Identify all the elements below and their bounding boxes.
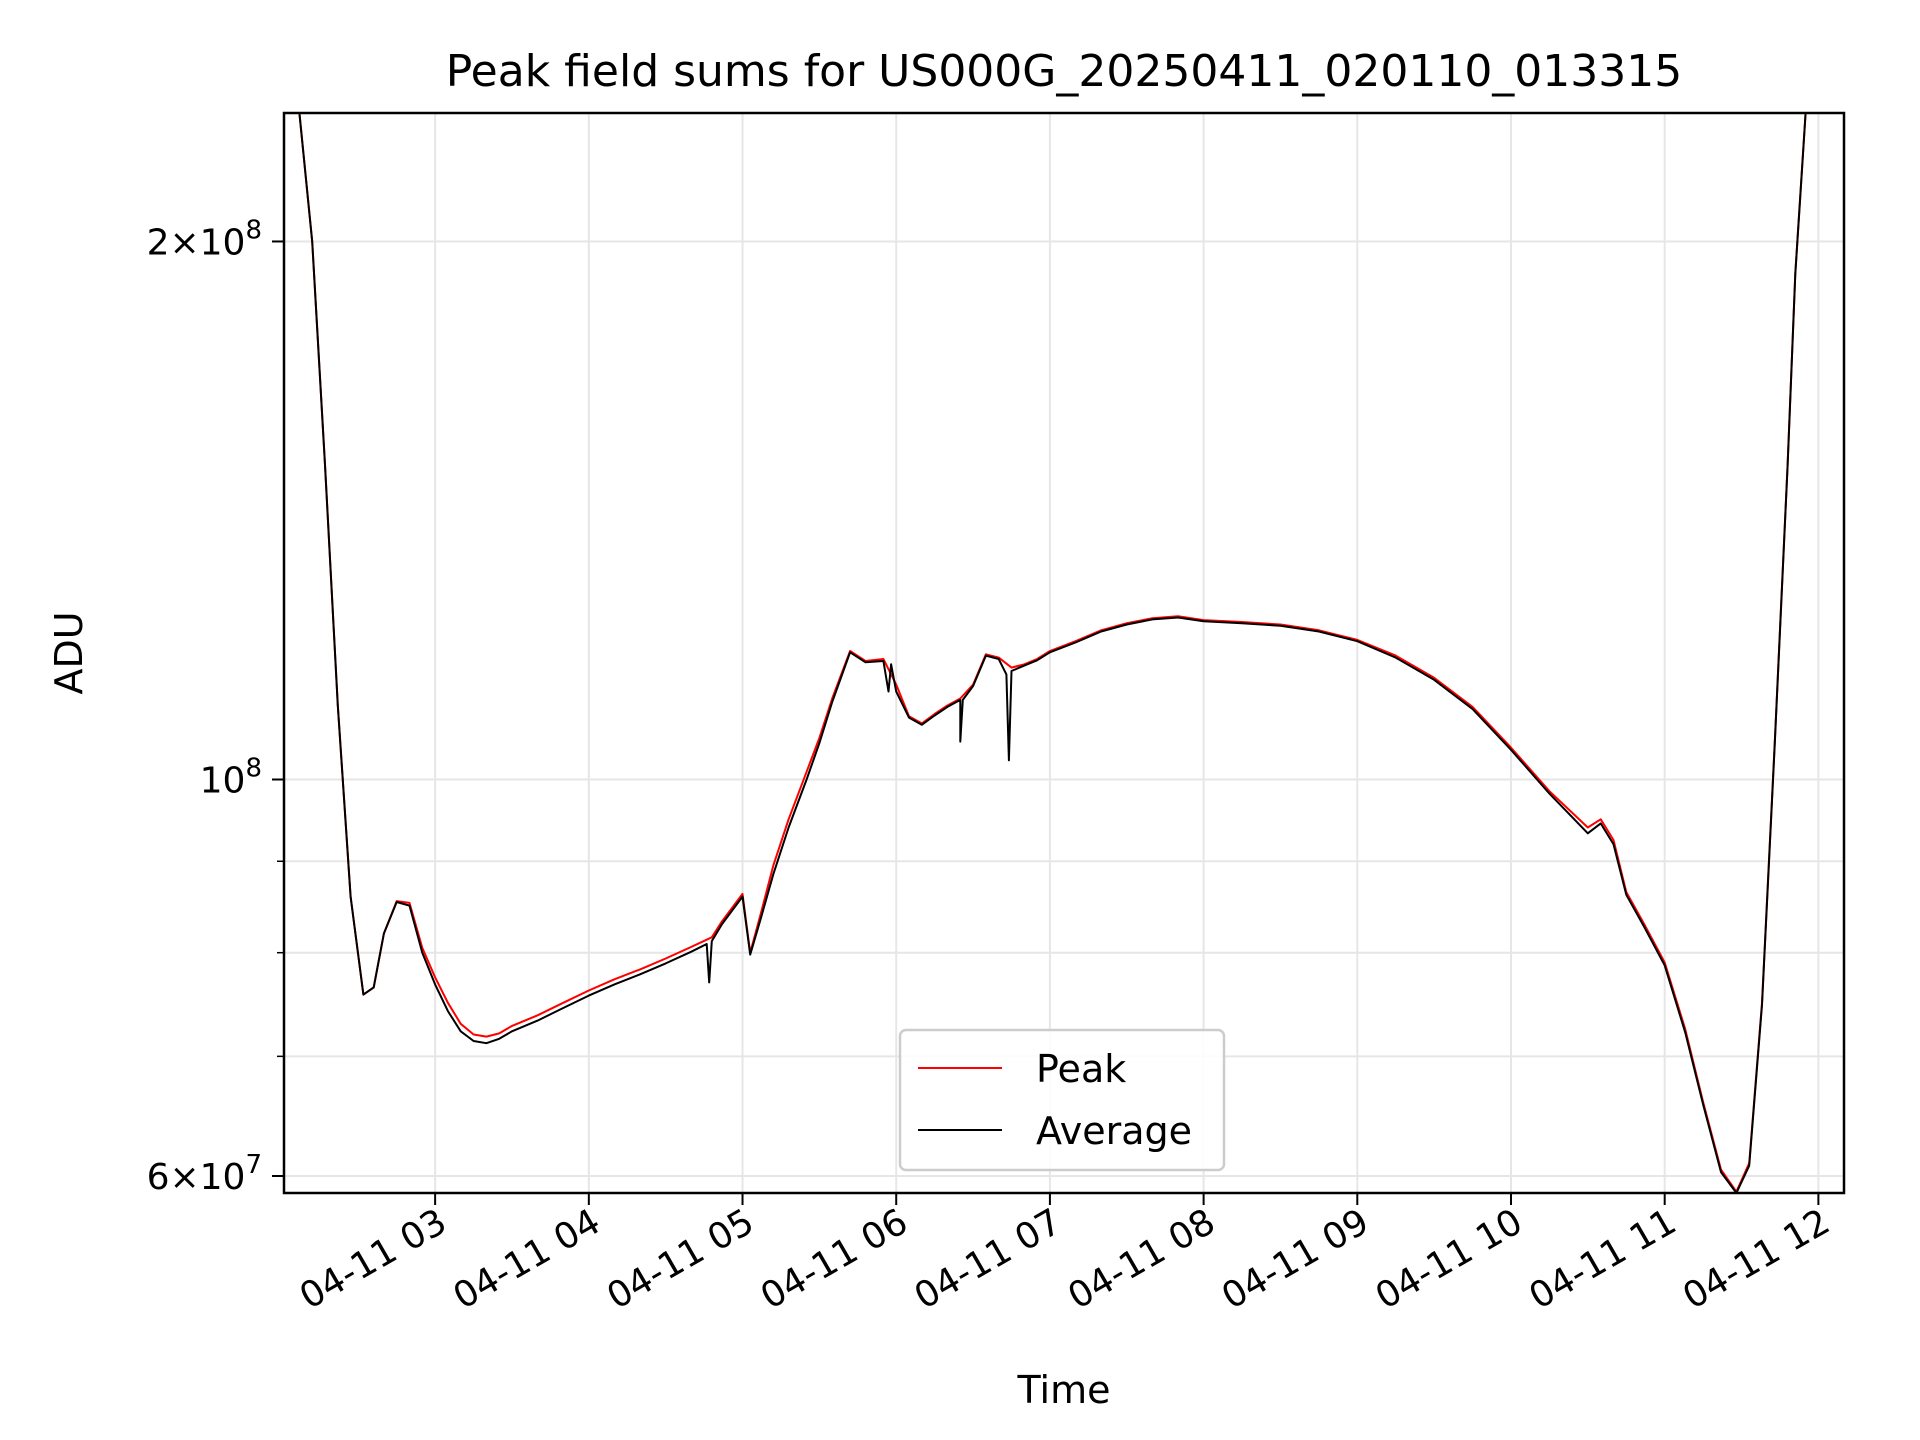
x-axis-label: Time xyxy=(1017,1368,1111,1412)
legend: Peak Average xyxy=(898,1028,1226,1172)
chart-title: Peak field sums for US000G_20250411_0201… xyxy=(446,46,1683,97)
series-line-average xyxy=(298,113,1807,1193)
y-tick-label: 108 xyxy=(200,753,262,801)
series-layer xyxy=(298,113,1807,1193)
series-line-peak xyxy=(298,113,1807,1193)
y-tick-label: 2×108 xyxy=(147,215,262,263)
legend-peak-label: Peak xyxy=(1036,1047,1126,1091)
y-axis-label: ADU xyxy=(47,611,91,694)
legend-average-label: Average xyxy=(1036,1109,1192,1153)
legend-box xyxy=(898,1028,1226,1172)
plot-frame xyxy=(282,111,1846,1195)
y-tick-label: 6×107 xyxy=(147,1150,262,1198)
y-axis: 6×107 108 2×108 xyxy=(147,215,284,1198)
